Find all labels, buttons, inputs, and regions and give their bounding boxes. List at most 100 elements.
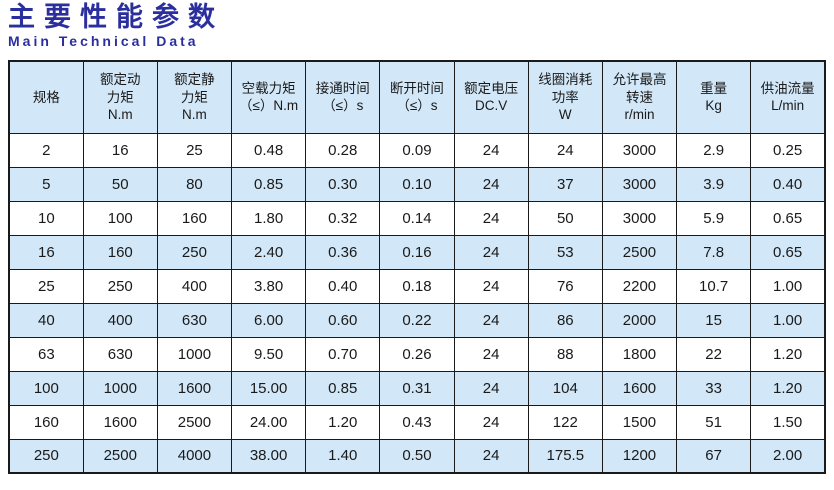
- table-cell: 104: [527, 370, 603, 406]
- table-cell: 0.40: [750, 166, 826, 202]
- table-cell: 24: [453, 302, 529, 338]
- table-cell: 25: [8, 268, 84, 304]
- table-cell: 0.48: [231, 132, 307, 168]
- table-cell: 3.80: [231, 268, 307, 304]
- table-cell: 0.22: [379, 302, 455, 338]
- table-cell: 1.80: [231, 200, 307, 236]
- table-row: 250 2500 4000 38.00 1.40 0.50 24 175.5 1200 67 2.0…: [8, 438, 826, 474]
- column-header: 供油流量 L/min: [750, 60, 826, 134]
- table-row: 2 16 25 0.48 0.28 0.09 24 24 3000 2.9 0.25: [8, 132, 826, 168]
- table-cell: 160: [156, 200, 233, 236]
- table-cell: 160: [82, 234, 158, 270]
- table-cell: 3.9: [676, 166, 752, 202]
- table-cell: 100: [82, 200, 158, 236]
- table-cell: 24: [453, 234, 529, 270]
- table-cell: 3000: [601, 200, 678, 236]
- table-cell: 24.00: [231, 404, 307, 440]
- table-cell: 16: [82, 132, 158, 168]
- table-cell: 5: [8, 166, 84, 202]
- table-cell: 15: [676, 302, 752, 338]
- table-cell: 0.32: [305, 200, 381, 236]
- column-header: 重量 Kg: [676, 60, 752, 134]
- table-cell: 1.00: [750, 268, 826, 304]
- table-cell: 0.36: [305, 234, 381, 270]
- table-cell: 15.00: [231, 370, 307, 406]
- table-cell: 2: [8, 132, 84, 168]
- table-header-row: 规格 额定动 力矩 N.m 额定静 力矩 N.m 空载力矩 （≤）N.m 接通时间 （≤…: [8, 60, 826, 134]
- table-cell: 0.65: [750, 200, 826, 236]
- table-row: 40 400 630 6.00 0.60 0.22 24 86 2000 15 1.00: [8, 302, 826, 338]
- table-cell: 1.20: [305, 404, 381, 440]
- table-cell: 24: [453, 370, 529, 406]
- table-cell: 0.30: [305, 166, 381, 202]
- table-cell: 1600: [156, 370, 233, 406]
- table-cell: 1500: [601, 404, 678, 440]
- table-cell: 1000: [82, 370, 158, 406]
- table-cell: 0.85: [231, 166, 307, 202]
- table-cell: 53: [527, 234, 603, 270]
- table-cell: 1.20: [750, 336, 826, 372]
- table-cell: 2000: [601, 302, 678, 338]
- page-header: 主要性能参数 Main Technical Data: [8, 2, 826, 49]
- table-cell: 2.00: [750, 438, 826, 474]
- table-cell: 0.43: [379, 404, 455, 440]
- table-cell: 1000: [156, 336, 233, 372]
- table-cell: 2.9: [676, 132, 752, 168]
- table-row: 100 1000 1600 15.00 0.85 0.31 24 104 1600 33 1.20: [8, 370, 826, 406]
- table-cell: 1600: [82, 404, 158, 440]
- table-cell: 160: [8, 404, 84, 440]
- table-cell: 1600: [601, 370, 678, 406]
- table-cell: 100: [8, 370, 84, 406]
- table-cell: 630: [156, 302, 233, 338]
- table-cell: 24: [453, 166, 529, 202]
- table-cell: 1.50: [750, 404, 826, 440]
- table-cell: 250: [82, 268, 158, 304]
- table-cell: 0.70: [305, 336, 381, 372]
- table-cell: 76: [527, 268, 603, 304]
- table-cell: 1.20: [750, 370, 826, 406]
- table-cell: 250: [156, 234, 233, 270]
- table-cell: 24: [453, 438, 529, 474]
- table-cell: 67: [676, 438, 752, 474]
- table-cell: 400: [156, 268, 233, 304]
- table-cell: 10.7: [676, 268, 752, 304]
- table-row: 10 100 160 1.80 0.32 0.14 24 50 3000 5.9 0.65: [8, 200, 826, 236]
- table-cell: 1200: [601, 438, 678, 474]
- table-cell: 400: [82, 302, 158, 338]
- column-header: 规格: [8, 60, 84, 134]
- table-cell: 4000: [156, 438, 233, 474]
- table-cell: 0.31: [379, 370, 455, 406]
- table-cell: 9.50: [231, 336, 307, 372]
- table-cell: 1800: [601, 336, 678, 372]
- table-cell: 24: [453, 132, 529, 168]
- column-header: 断开时间 （≤）s: [379, 60, 455, 134]
- column-header: 接通时间 （≤）s: [305, 60, 381, 134]
- table-header: 规格 额定动 力矩 N.m 额定静 力矩 N.m 空载力矩 （≤）N.m 接通时间 （≤…: [8, 60, 826, 134]
- table-cell: 250: [8, 438, 84, 474]
- table-cell: 175.5: [527, 438, 603, 474]
- table-cell: 5.9: [676, 200, 752, 236]
- table-cell: 40: [8, 302, 84, 338]
- table-cell: 0.25: [750, 132, 826, 168]
- table-cell: 22: [676, 336, 752, 372]
- column-header: 空载力矩 （≤）N.m: [231, 60, 307, 134]
- technical-data-table: 规格 额定动 力矩 N.m 额定静 力矩 N.m 空载力矩 （≤）N.m 接通时间 （≤…: [8, 60, 826, 475]
- table-row: 160 1600 2500 24.00 1.20 0.43 24 122 1500 51 1.50: [8, 404, 826, 440]
- table-cell: 2.40: [231, 234, 307, 270]
- table-cell: 24: [527, 132, 603, 168]
- table-cell: 63: [8, 336, 84, 372]
- table-cell: 0.09: [379, 132, 455, 168]
- table-cell: 0.60: [305, 302, 381, 338]
- table-cell: 2200: [601, 268, 678, 304]
- table-row: 25 250 400 3.80 0.40 0.18 24 76 2200 10.7 1.00: [8, 268, 826, 304]
- table-cell: 0.28: [305, 132, 381, 168]
- table-cell: 3000: [601, 132, 678, 168]
- table-cell: 0.40: [305, 268, 381, 304]
- table-cell: 88: [527, 336, 603, 372]
- table-cell: 33: [676, 370, 752, 406]
- table-cell: 24: [453, 200, 529, 236]
- table-cell: 80: [156, 166, 233, 202]
- table-cell: 2500: [156, 404, 233, 440]
- table-body: 2 16 25 0.48 0.28 0.09 24 24 3000 2.9 0.25 5 50 80 0.8…: [8, 132, 826, 474]
- column-header: 额定静 力矩 N.m: [156, 60, 233, 134]
